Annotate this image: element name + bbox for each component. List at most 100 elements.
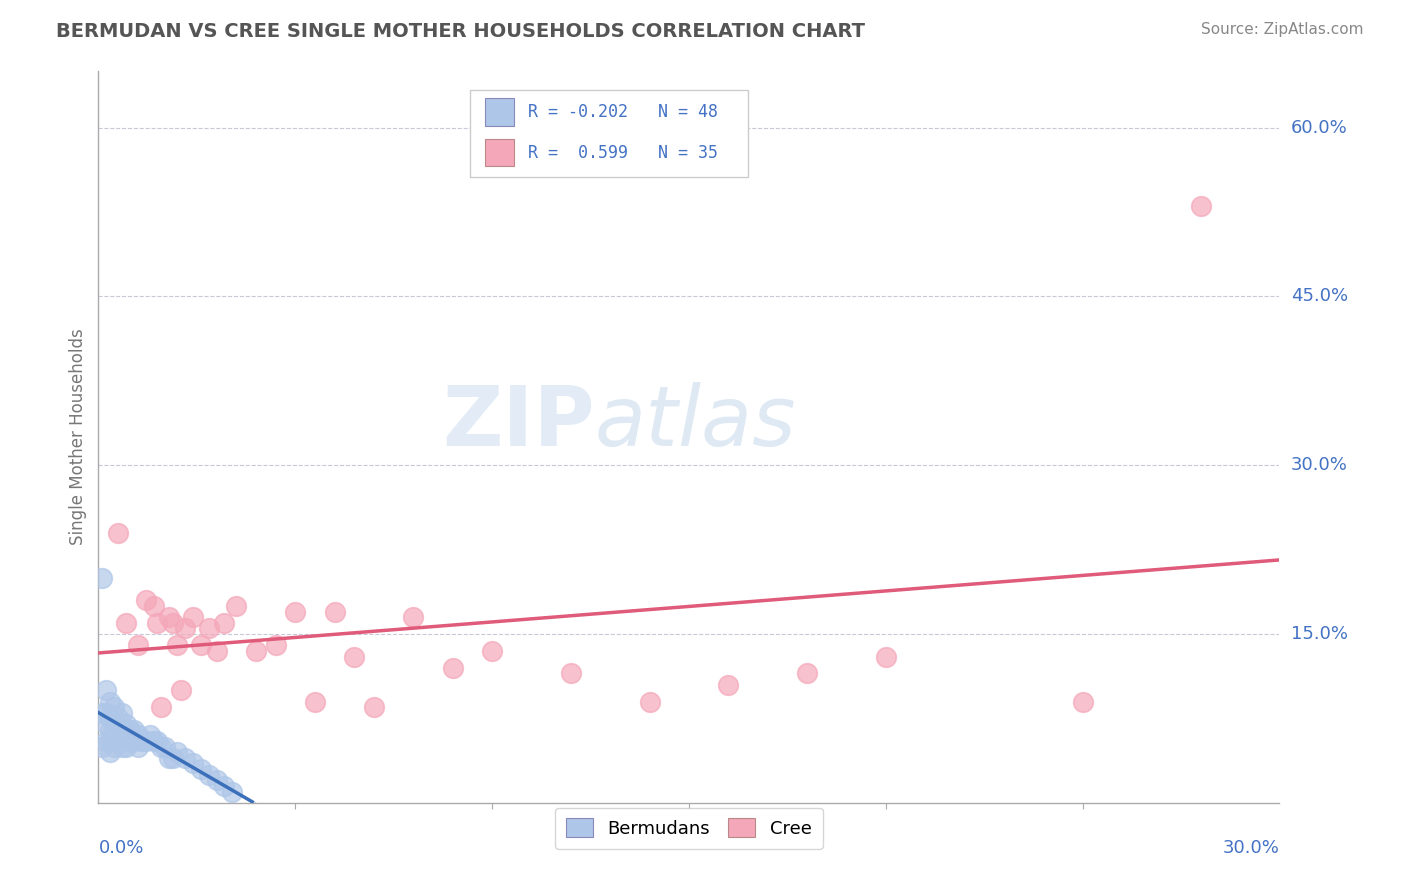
Point bbox=[441, 661, 464, 675]
Point bbox=[170, 683, 193, 698]
Y-axis label: Single Mother Households: Single Mother Households bbox=[69, 329, 87, 545]
Point bbox=[214, 779, 236, 793]
Text: R =  0.599   N = 35: R = 0.599 N = 35 bbox=[529, 144, 718, 161]
Point bbox=[190, 638, 212, 652]
Point bbox=[107, 723, 129, 737]
Point bbox=[1189, 199, 1212, 213]
Point bbox=[118, 734, 141, 748]
Point bbox=[122, 723, 145, 737]
Point bbox=[221, 784, 243, 798]
Point bbox=[96, 734, 118, 748]
Point bbox=[131, 734, 153, 748]
Point bbox=[560, 666, 582, 681]
Point bbox=[181, 756, 204, 771]
Point bbox=[162, 615, 184, 630]
Point bbox=[481, 644, 503, 658]
Point bbox=[98, 723, 121, 737]
Point bbox=[174, 751, 197, 765]
Text: 30.0%: 30.0% bbox=[1291, 456, 1347, 475]
Point bbox=[118, 723, 141, 737]
Point bbox=[214, 615, 236, 630]
Point bbox=[174, 621, 197, 635]
Point bbox=[875, 649, 897, 664]
Point bbox=[96, 717, 118, 731]
Point bbox=[717, 678, 740, 692]
Point bbox=[96, 706, 118, 720]
Point bbox=[107, 734, 129, 748]
Text: atlas: atlas bbox=[595, 382, 796, 463]
Point bbox=[98, 745, 121, 759]
Point bbox=[142, 734, 165, 748]
Point bbox=[166, 638, 188, 652]
Point bbox=[115, 717, 138, 731]
Point bbox=[323, 605, 346, 619]
Point bbox=[150, 700, 173, 714]
Point bbox=[135, 734, 157, 748]
Point bbox=[162, 751, 184, 765]
Point bbox=[264, 638, 287, 652]
Point bbox=[157, 610, 180, 624]
Point bbox=[91, 739, 114, 754]
Point bbox=[304, 694, 326, 708]
Point bbox=[181, 610, 204, 624]
Point bbox=[107, 525, 129, 540]
Text: 15.0%: 15.0% bbox=[1291, 625, 1347, 643]
Point bbox=[111, 706, 134, 720]
Point bbox=[225, 599, 247, 613]
Text: R = -0.202   N = 48: R = -0.202 N = 48 bbox=[529, 103, 718, 121]
Text: 30.0%: 30.0% bbox=[1223, 839, 1279, 857]
Point bbox=[402, 610, 425, 624]
Bar bbox=[485, 138, 515, 167]
Point bbox=[107, 711, 129, 725]
Text: 0.0%: 0.0% bbox=[98, 839, 143, 857]
Point bbox=[205, 644, 228, 658]
FancyBboxPatch shape bbox=[471, 90, 748, 178]
Point bbox=[103, 739, 125, 754]
Point bbox=[103, 717, 125, 731]
Point bbox=[91, 706, 114, 720]
Point bbox=[115, 728, 138, 742]
Point bbox=[638, 694, 661, 708]
Point bbox=[115, 615, 138, 630]
Text: 60.0%: 60.0% bbox=[1291, 119, 1347, 136]
Point bbox=[96, 683, 118, 698]
Point bbox=[205, 773, 228, 788]
Point bbox=[197, 767, 219, 781]
Point bbox=[98, 711, 121, 725]
Point bbox=[115, 739, 138, 754]
Point bbox=[1071, 694, 1094, 708]
Text: ZIP: ZIP bbox=[441, 382, 595, 463]
Point bbox=[284, 605, 307, 619]
Point bbox=[146, 734, 169, 748]
Point bbox=[127, 728, 149, 742]
Point bbox=[166, 745, 188, 759]
Text: Source: ZipAtlas.com: Source: ZipAtlas.com bbox=[1201, 22, 1364, 37]
Point bbox=[98, 734, 121, 748]
Legend: Bermudans, Cree: Bermudans, Cree bbox=[555, 807, 823, 848]
Point bbox=[138, 728, 160, 742]
Point bbox=[103, 700, 125, 714]
Point bbox=[190, 762, 212, 776]
Point bbox=[146, 615, 169, 630]
Point bbox=[98, 694, 121, 708]
Point bbox=[142, 599, 165, 613]
Point bbox=[150, 739, 173, 754]
Text: 45.0%: 45.0% bbox=[1291, 287, 1348, 305]
Point bbox=[363, 700, 385, 714]
Point bbox=[127, 638, 149, 652]
Point bbox=[343, 649, 366, 664]
Point bbox=[135, 593, 157, 607]
Point bbox=[103, 728, 125, 742]
Point bbox=[122, 734, 145, 748]
Point bbox=[111, 739, 134, 754]
Point bbox=[111, 723, 134, 737]
Point bbox=[91, 571, 114, 585]
Point bbox=[796, 666, 818, 681]
Point bbox=[197, 621, 219, 635]
Text: BERMUDAN VS CREE SINGLE MOTHER HOUSEHOLDS CORRELATION CHART: BERMUDAN VS CREE SINGLE MOTHER HOUSEHOLD… bbox=[56, 22, 865, 41]
Point bbox=[155, 739, 177, 754]
Point bbox=[157, 751, 180, 765]
Point bbox=[245, 644, 267, 658]
Point bbox=[127, 739, 149, 754]
Bar bbox=[485, 98, 515, 127]
